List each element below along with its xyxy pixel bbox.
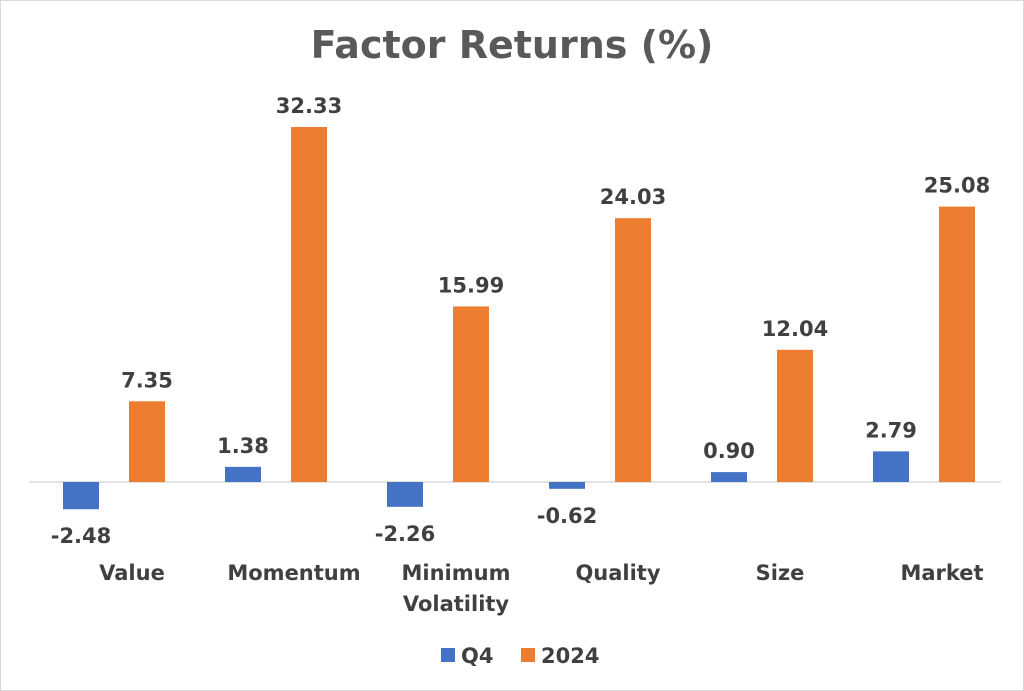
legend: Q4 2024 [441,644,599,668]
category-labels-layer: Value Momentum Minimum Volatility Quality Siz… [99,561,983,616]
bar-2024-size [777,349,813,482]
data-label-q4-market: 2.79 [865,418,917,442]
bar-q4-market [873,451,909,482]
bar-2024-value [129,401,165,482]
data-label-2024-size: 12.04 [762,317,828,341]
data-label-2024-quality: 24.03 [600,185,666,209]
category-label-momentum: Momentum [227,561,360,585]
data-label-q4-value: -2.48 [51,524,112,548]
category-label-minimum-volatility: Minimum Volatility [402,561,511,616]
bar-q4-size [711,472,747,482]
legend-label-q4: Q4 [461,644,493,668]
data-label-q4-size: 0.90 [703,439,755,463]
legend-swatch-2024 [521,648,535,662]
category-label-market: Market [900,561,983,585]
bar-q4-minimum-volatility [387,482,423,507]
data-label-2024-value: 7.35 [121,368,173,392]
bars-layer [63,127,975,510]
bar-2024-market [939,206,975,483]
bar-2024-minimum-volatility [453,306,489,482]
value-labels-layer: -2.48 7.35 1.38 32.33 -2.26 15.99 -0.62 24.03 0.… [51,94,990,548]
bar-2024-quality [615,218,651,483]
chart-title: Factor Returns (%) [310,23,714,67]
data-label-2024-minimum-volatility: 15.99 [438,273,504,297]
bar-q4-quality [549,482,585,489]
data-label-q4-momentum: 1.38 [217,434,269,458]
category-label-size: Size [756,561,805,585]
data-label-q4-quality: -0.62 [537,504,598,528]
bar-2024-momentum [291,127,327,482]
category-label-value: Value [99,561,165,585]
bar-q4-momentum [225,466,261,482]
legend-swatch-q4 [441,648,455,662]
data-label-2024-momentum: 32.33 [276,94,342,118]
data-label-q4-minimum-volatility: -2.26 [375,522,436,546]
legend-label-2024: 2024 [541,644,599,668]
data-label-2024-market: 25.08 [924,174,990,198]
bar-q4-value [63,482,99,510]
category-label-quality: Quality [575,561,660,585]
